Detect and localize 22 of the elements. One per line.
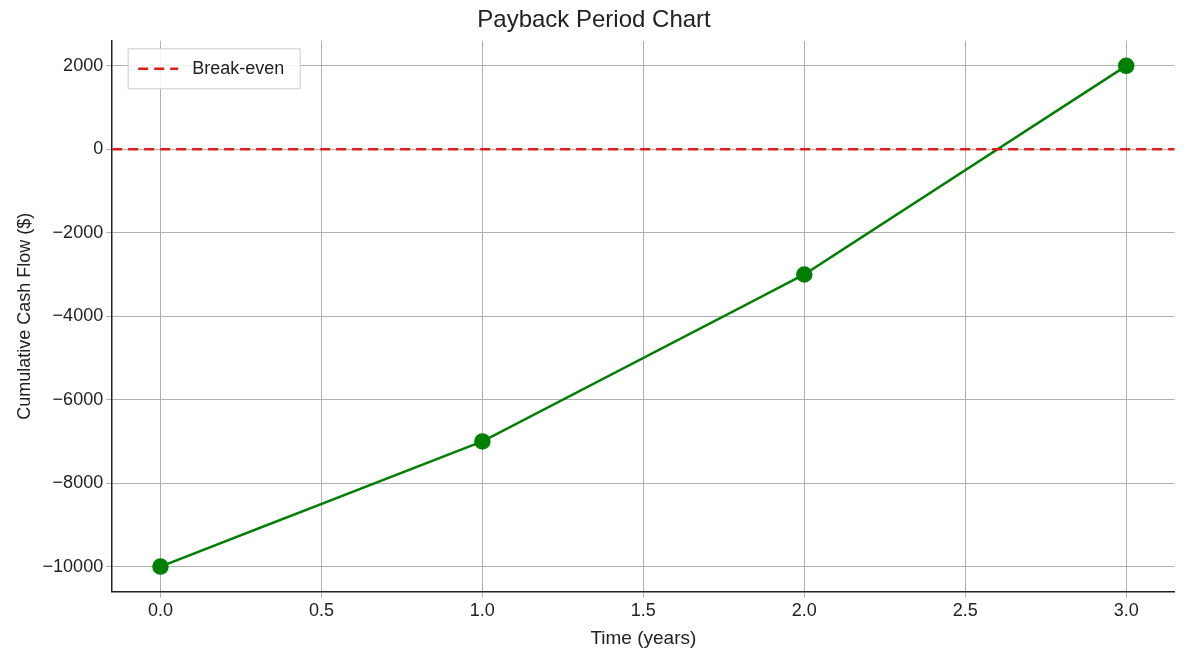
y-tick-label: −6000 xyxy=(52,388,104,409)
point xyxy=(796,266,813,283)
y-tick-label: −2000 xyxy=(52,221,104,242)
y-tick-label: −8000 xyxy=(52,472,104,493)
chart-title: Payback Period Chart xyxy=(477,5,712,33)
y-tick-label: −4000 xyxy=(52,305,104,326)
x-tick-label: 0.5 xyxy=(308,600,334,621)
x-tick-label: 0.0 xyxy=(147,600,173,621)
point xyxy=(474,433,491,450)
y-tick-label: 2000 xyxy=(63,54,104,75)
point xyxy=(1117,57,1135,75)
y-axis-title: Cumulative Cash Flow ($) xyxy=(13,212,34,420)
x-tick-label: 1.0 xyxy=(469,600,495,621)
x-axis-title: Time (years) xyxy=(590,626,697,648)
x-tick-label: 2.5 xyxy=(952,600,978,621)
x-tick-label: 3.0 xyxy=(1113,600,1139,621)
x-tick-label: 2.0 xyxy=(791,600,817,621)
x-tick-label: 1.5 xyxy=(630,600,656,621)
y-tick-label: −10000 xyxy=(42,555,104,576)
y-tick-label: 0 xyxy=(93,138,104,159)
legend-label: Break-even xyxy=(192,57,285,78)
point xyxy=(152,558,169,575)
